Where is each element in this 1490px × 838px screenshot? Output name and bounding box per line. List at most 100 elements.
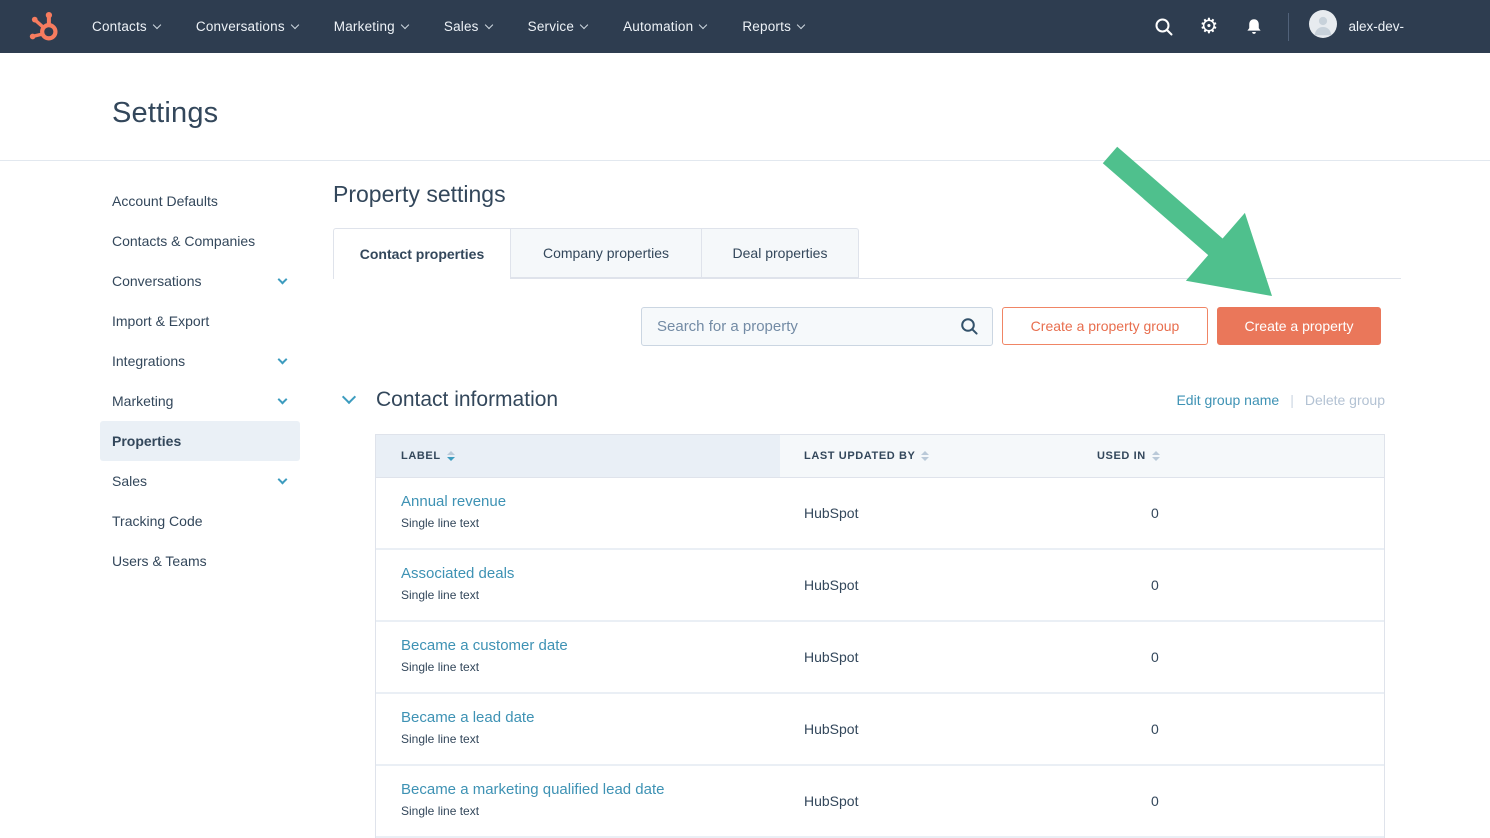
section-heading: Property settings: [333, 181, 506, 207]
sidebar-item-label: Sales: [112, 473, 148, 489]
column-header-label[interactable]: LABEL: [376, 435, 780, 477]
link-separator: |: [1290, 392, 1294, 408]
tab-contact-properties[interactable]: Contact properties: [333, 228, 511, 279]
property-cell: Became a marketing qualified lead date S…: [376, 766, 780, 836]
nav-item-service[interactable]: Service: [528, 19, 589, 34]
table-row: Associated deals Single line text HubSpo…: [376, 550, 1384, 622]
nav-right-section: ⚙ alex-dev-: [1141, 0, 1404, 53]
bell-icon[interactable]: [1231, 0, 1276, 53]
sidebar-item-sales[interactable]: Sales: [100, 461, 300, 501]
chevron-down-icon: [699, 20, 708, 29]
user-menu[interactable]: alex-dev-: [1309, 10, 1404, 43]
used-in-cell: 0: [1151, 505, 1159, 521]
chevron-down-icon: [277, 274, 288, 284]
group-title: Contact information: [376, 388, 559, 411]
sidebar-item-users-teams[interactable]: Users & Teams: [100, 541, 300, 581]
nav-item-sales[interactable]: Sales: [443, 19, 493, 34]
nav-item-contacts[interactable]: Contacts: [92, 19, 162, 34]
page-header: Settings: [0, 53, 1490, 161]
sidebar-item-contacts-companies[interactable]: Contacts & Companies: [100, 221, 300, 261]
settings-sidebar: Account Defaults Contacts & Companies Co…: [100, 181, 300, 581]
column-header-last-updated-by[interactable]: LAST UPDATED BY: [780, 435, 1097, 477]
sidebar-item-properties[interactable]: Properties: [100, 421, 300, 461]
property-type: Single line text: [401, 732, 480, 746]
sidebar-item-label: Integrations: [112, 353, 186, 369]
used-in-cell: 0: [1151, 793, 1159, 809]
chevron-down-icon: [484, 20, 493, 29]
property-search-box: [641, 307, 993, 346]
sidebar-item-import-export[interactable]: Import & Export: [100, 301, 300, 341]
column-header-text: USED IN: [1097, 450, 1146, 462]
sidebar-item-conversations[interactable]: Conversations: [100, 261, 300, 301]
collapse-chevron-icon[interactable]: [341, 389, 357, 405]
chevron-down-icon: [277, 354, 288, 364]
table-row: Annual revenue Single line text HubSpot …: [376, 478, 1384, 550]
sidebar-item-tracking-code[interactable]: Tracking Code: [100, 501, 300, 541]
create-property-group-button[interactable]: Create a property group: [1002, 307, 1208, 345]
property-cell: Associated deals Single line text: [376, 550, 780, 620]
property-link[interactable]: Became a lead date: [401, 709, 535, 726]
nav-item-automation[interactable]: Automation: [623, 19, 708, 34]
delete-group-link[interactable]: Delete group: [1304, 392, 1385, 408]
create-property-button[interactable]: Create a property: [1217, 307, 1381, 345]
nav-item-label: Contacts: [92, 19, 147, 34]
property-link[interactable]: Associated deals: [401, 565, 515, 582]
used-in-cell: 0: [1151, 721, 1159, 737]
sort-icon: [1151, 451, 1160, 461]
chevron-down-icon: [290, 20, 300, 29]
property-type: Single line text: [401, 660, 480, 674]
group-actions: Edit group name | Delete group: [1176, 392, 1385, 408]
main-menu: Contacts Conversations Marketing Sales S…: [92, 19, 806, 34]
edit-group-name-link[interactable]: Edit group name: [1176, 392, 1280, 408]
column-header-text: LAST UPDATED BY: [804, 450, 916, 462]
hubspot-logo-icon[interactable]: [26, 8, 64, 46]
sidebar-item-label: Conversations: [112, 273, 202, 289]
column-header-text: LABEL: [401, 450, 441, 462]
nav-item-marketing[interactable]: Marketing: [333, 19, 410, 34]
property-tabs: Contact properties Company properties De…: [333, 228, 1401, 279]
properties-table: LABEL LAST UPDATED BY USED IN Annual rev…: [375, 434, 1385, 838]
updated-by-cell: HubSpot: [804, 505, 859, 521]
nav-divider: [1288, 12, 1290, 41]
username-label: alex-dev-: [1348, 19, 1404, 34]
sidebar-item-label: Users & Teams: [112, 553, 207, 569]
property-type: Single line text: [401, 588, 480, 602]
property-link[interactable]: Became a marketing qualified lead date: [401, 781, 665, 798]
chevron-down-icon: [277, 474, 288, 484]
nav-item-label: Marketing: [333, 19, 395, 34]
sidebar-item-label: Account Defaults: [112, 193, 218, 209]
sidebar-item-marketing[interactable]: Marketing: [100, 381, 300, 421]
search-icon[interactable]: [960, 317, 979, 336]
property-cell: Became a customer date Single line text: [376, 622, 780, 692]
nav-item-conversations[interactable]: Conversations: [195, 19, 300, 34]
sidebar-item-label: Marketing: [112, 393, 174, 409]
nav-item-label: Sales: [443, 19, 479, 34]
tab-company-properties[interactable]: Company properties: [511, 228, 702, 278]
updated-by-cell: HubSpot: [804, 793, 859, 809]
nav-item-label: Reports: [742, 19, 792, 34]
tab-deal-properties[interactable]: Deal properties: [702, 228, 859, 278]
table-controls: Create a property group Create a propert…: [641, 307, 1381, 346]
used-in-cell: 0: [1151, 577, 1159, 593]
chevron-down-icon: [796, 20, 806, 29]
property-link[interactable]: Annual revenue: [401, 493, 507, 510]
property-link[interactable]: Became a customer date: [401, 637, 568, 654]
sort-icon: [921, 451, 930, 461]
nav-item-reports[interactable]: Reports: [742, 19, 806, 34]
page-title: Settings: [112, 97, 219, 129]
gear-icon[interactable]: ⚙: [1199, 14, 1219, 38]
table-row: Became a customer date Single line text …: [376, 622, 1384, 694]
sidebar-item-label: Tracking Code: [112, 513, 203, 529]
chevron-down-icon: [579, 20, 589, 29]
sidebar-item-account-defaults[interactable]: Account Defaults: [100, 181, 300, 221]
search-icon[interactable]: [1141, 0, 1186, 53]
table-row: Became a marketing qualified lead date S…: [376, 766, 1384, 838]
sidebar-item-label: Properties: [112, 433, 182, 449]
nav-item-label: Conversations: [195, 19, 285, 34]
table-row: Became a lead date Single line text HubS…: [376, 694, 1384, 766]
column-header-used-in[interactable]: USED IN: [1097, 435, 1384, 477]
sidebar-item-integrations[interactable]: Integrations: [100, 341, 300, 381]
updated-by-cell: HubSpot: [804, 721, 859, 737]
search-input[interactable]: [655, 317, 960, 336]
chevron-down-icon: [400, 20, 410, 29]
